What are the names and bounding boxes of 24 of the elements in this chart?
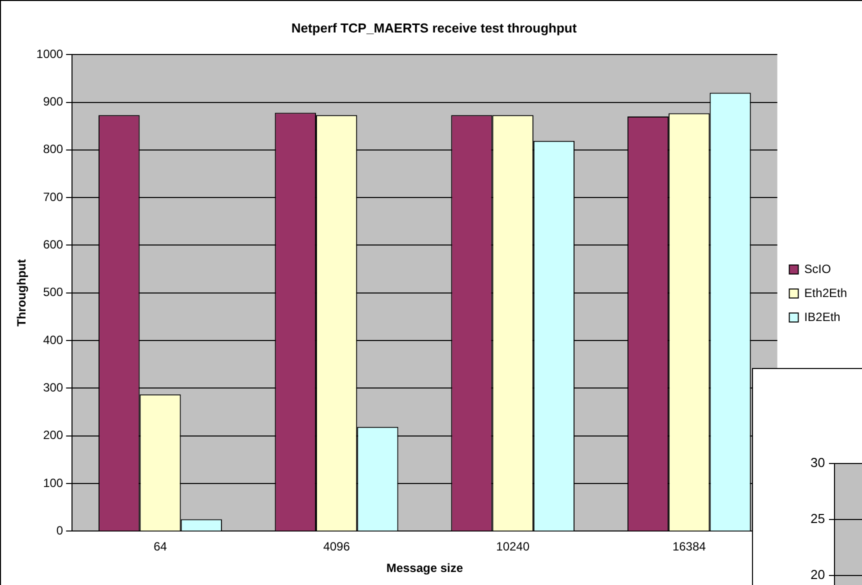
x-tick-label: 10240 xyxy=(496,540,530,554)
x-tick-label: 4096 xyxy=(323,540,350,554)
y-tick-label: 900 xyxy=(43,94,64,109)
y-tick-label: 400 xyxy=(43,332,64,347)
y-tick-label: 700 xyxy=(43,190,64,204)
y-tick-label: 100 xyxy=(43,476,64,490)
text: 30 xyxy=(810,455,825,470)
y-tick-label: 600 xyxy=(43,238,64,252)
y-tick-label: 1000 xyxy=(36,46,64,61)
y-tick-label: 0 xyxy=(56,524,64,538)
x-tick-label: 64 xyxy=(154,540,168,554)
y-tick-label: 200 xyxy=(43,428,64,442)
text: 20 xyxy=(810,567,825,582)
x-tick-label: 16384 xyxy=(672,540,706,554)
y-axis-title: Throughput xyxy=(14,259,29,327)
x-axis-title: Message size xyxy=(386,561,464,576)
y-tick-label: 300 xyxy=(43,380,64,395)
chart-title: Netperf TCP_MAERTS receive test throughput xyxy=(291,20,578,36)
y-tick-label: 500 xyxy=(43,285,64,300)
y-tick-label: 800 xyxy=(43,142,64,156)
legend-label: IB2Eth xyxy=(804,310,840,324)
text: 25 xyxy=(810,511,825,526)
legend-label: ScIO xyxy=(804,262,831,276)
legend-label: Eth2Eth xyxy=(804,286,848,300)
